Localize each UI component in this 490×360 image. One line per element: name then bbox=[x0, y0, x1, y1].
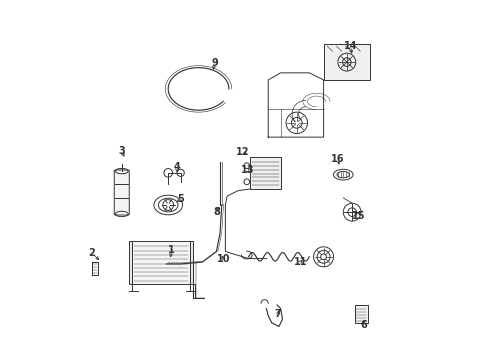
Text: 9: 9 bbox=[211, 58, 218, 68]
Text: 8: 8 bbox=[213, 207, 220, 217]
Text: 11: 11 bbox=[294, 257, 307, 267]
FancyBboxPatch shape bbox=[323, 44, 370, 80]
Text: 12: 12 bbox=[236, 147, 249, 157]
Bar bbox=[129, 241, 132, 284]
Text: 2: 2 bbox=[89, 248, 96, 258]
Bar bbox=[250, 157, 281, 189]
Text: 15: 15 bbox=[352, 211, 366, 221]
Bar bbox=[190, 241, 193, 284]
Text: 7: 7 bbox=[274, 309, 281, 319]
Text: 16: 16 bbox=[331, 154, 344, 164]
Text: 1: 1 bbox=[169, 245, 175, 255]
FancyBboxPatch shape bbox=[114, 170, 129, 215]
Text: 10: 10 bbox=[217, 254, 230, 264]
Text: 5: 5 bbox=[177, 194, 184, 204]
Text: 6: 6 bbox=[361, 320, 368, 330]
Text: 4: 4 bbox=[174, 162, 180, 172]
Text: 3: 3 bbox=[119, 146, 125, 156]
Bar bbox=[132, 241, 190, 284]
Text: 13: 13 bbox=[241, 165, 254, 175]
Text: 14: 14 bbox=[344, 41, 358, 51]
Bar bbox=[355, 305, 368, 323]
